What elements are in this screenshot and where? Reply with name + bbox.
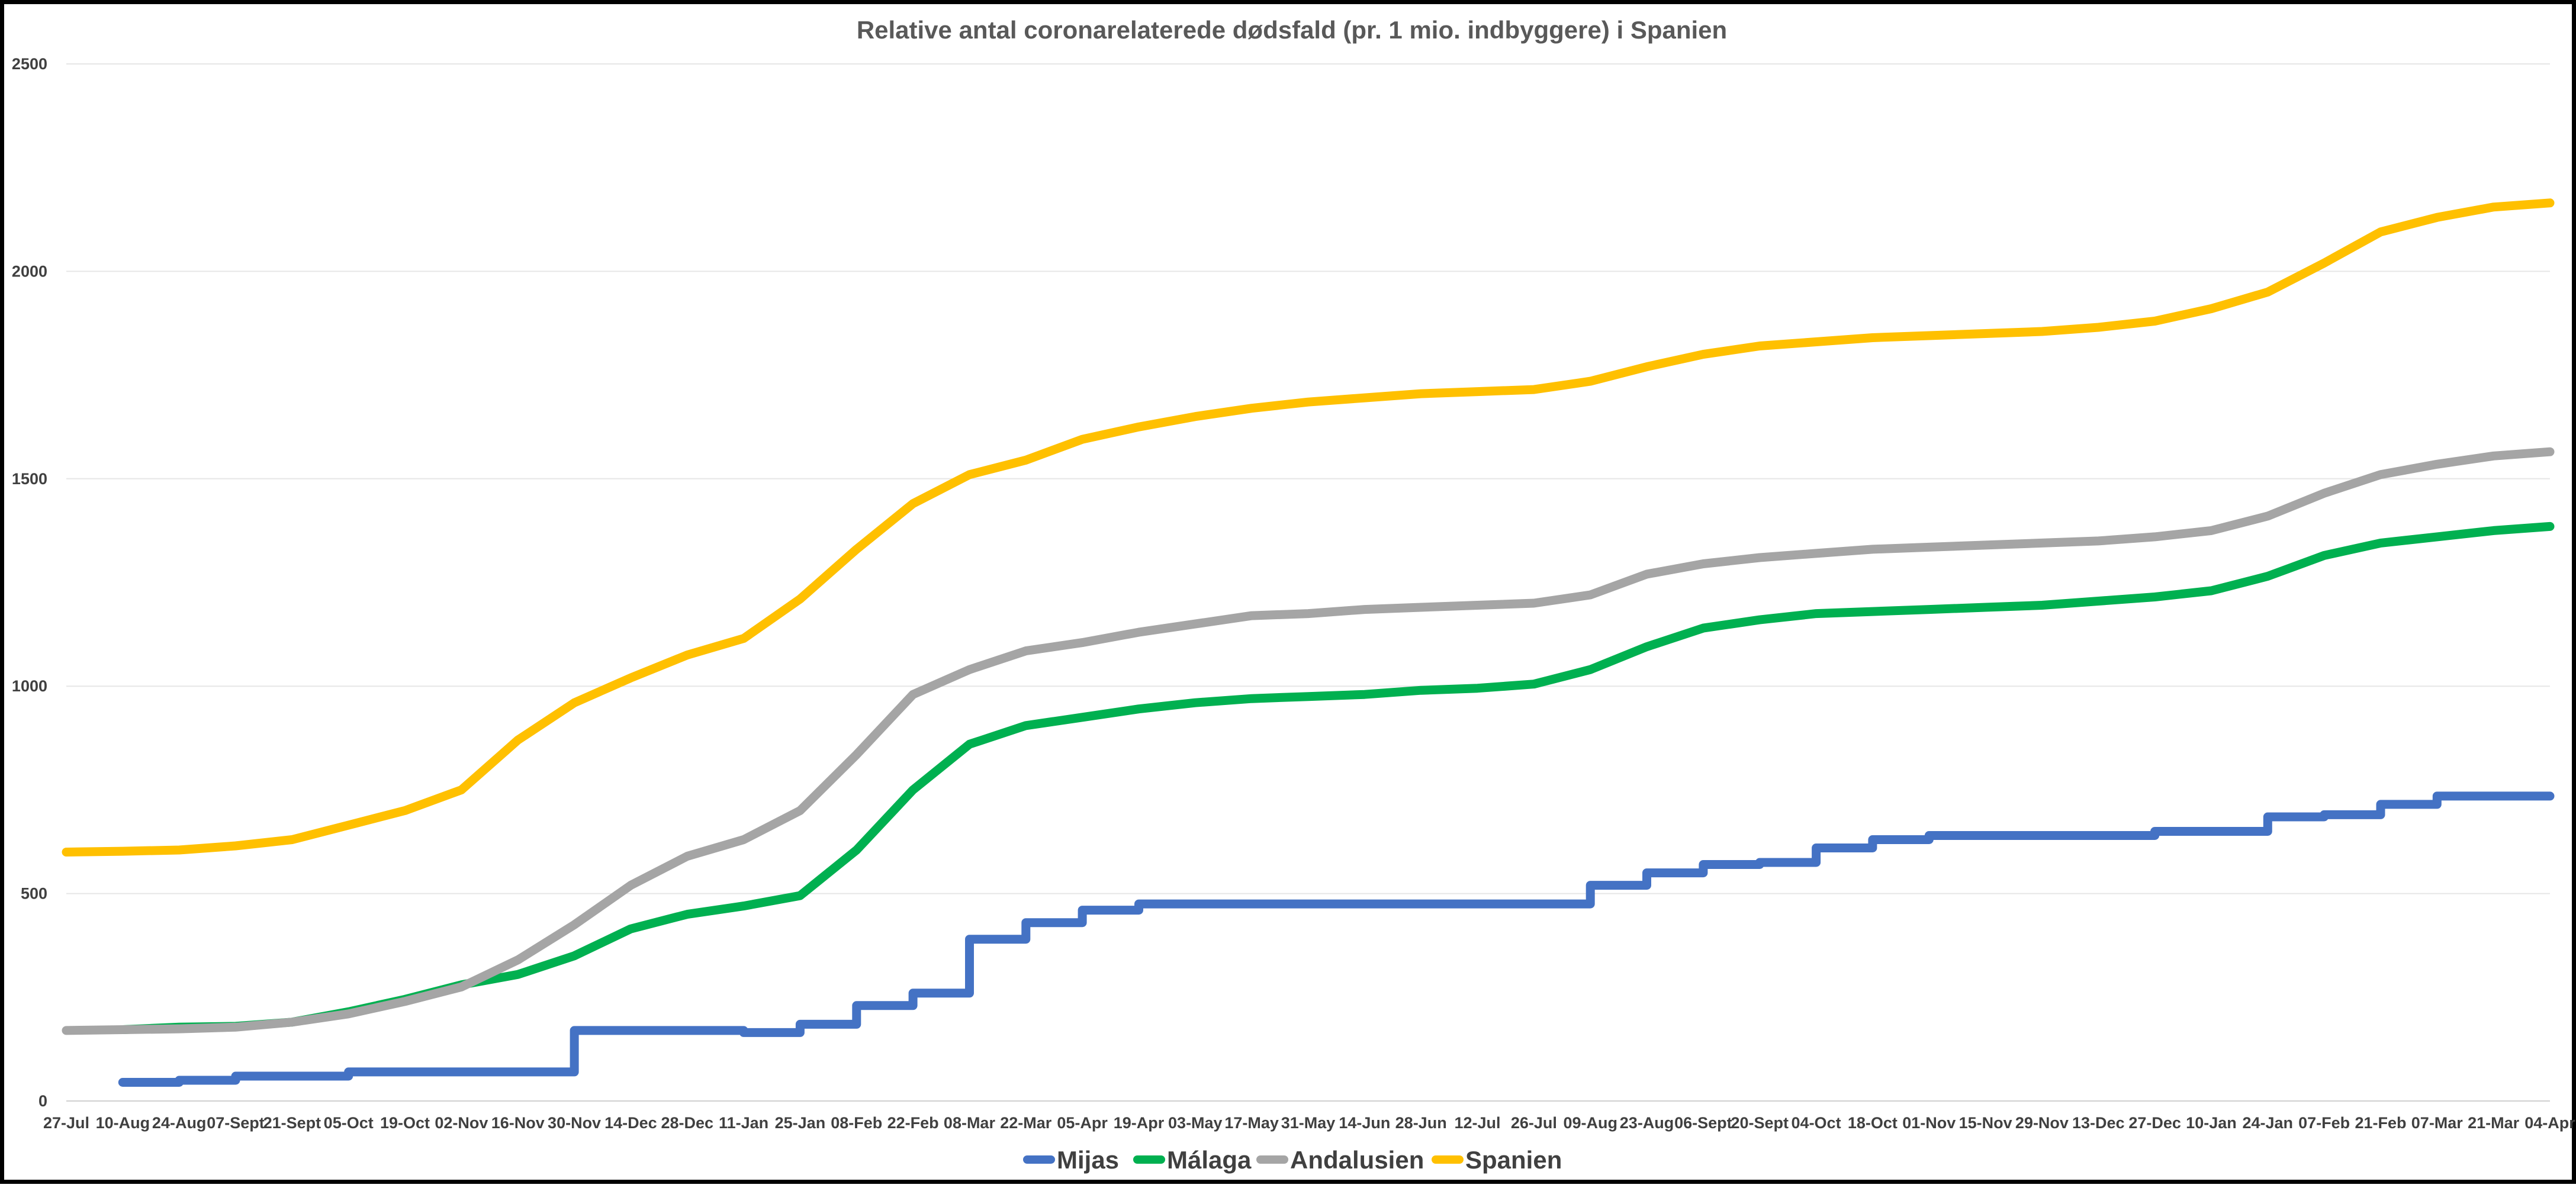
x-tick-label: 26-Jul (1511, 1114, 1557, 1132)
x-tick-label: 09-Aug (1563, 1114, 1617, 1132)
series-line-málaga (118, 521, 2555, 1034)
y-tick-label: 0 (38, 1092, 47, 1110)
y-axis-tick-labels: 0 500 1000 1500 2000 2500 (12, 55, 47, 1110)
y-tick-label: 500 (21, 885, 47, 903)
x-tick-label: 10-Jan (2186, 1114, 2237, 1132)
x-tick-label: 01-Nov (1902, 1114, 1956, 1132)
x-tick-label: 14-Jun (1339, 1114, 1390, 1132)
x-tick-label: 22-Feb (887, 1114, 939, 1132)
x-tick-label: 17-May (1224, 1114, 1279, 1132)
gridlines (66, 63, 2550, 1102)
series-line-andalusien (62, 447, 2555, 1035)
x-tick-label: 07-Sept (207, 1114, 265, 1132)
series-line-spanien (62, 198, 2555, 857)
series-lines (62, 198, 2555, 1087)
x-tick-label: 12-Jul (1454, 1114, 1500, 1132)
x-tick-label: 31-May (1281, 1114, 1336, 1132)
x-tick-label: 05-Oct (324, 1114, 374, 1132)
line-chart: Relative antal coronarelaterede dødsfald… (12, 16, 2575, 1174)
x-tick-label: 15-Nov (1959, 1114, 2012, 1132)
y-tick-label: 1500 (12, 470, 47, 488)
x-tick-label: 16-Nov (491, 1114, 545, 1132)
x-tick-label: 05-Apr (1057, 1114, 1108, 1132)
x-tick-label: 23-Aug (1620, 1114, 1674, 1132)
chart-title: Relative antal coronarelaterede dødsfald… (857, 16, 1727, 44)
legend-label-andalusien: Andalusien (1290, 1146, 1424, 1174)
x-tick-label: 27-Jul (43, 1114, 89, 1132)
x-tick-label: 14-Dec (604, 1114, 657, 1132)
y-tick-label: 2000 (12, 262, 47, 280)
legend-label-málaga: Málaga (1167, 1146, 1252, 1174)
x-tick-label: 21-Mar (2468, 1114, 2520, 1132)
x-tick-label: 18-Oct (1848, 1114, 1898, 1132)
x-tick-label: 28-Dec (661, 1114, 713, 1132)
x-tick-label: 27-Dec (2128, 1114, 2181, 1132)
x-tick-label: 29-Nov (2015, 1114, 2069, 1132)
y-tick-label: 1000 (12, 677, 47, 695)
x-tick-label: 19-Oct (380, 1114, 430, 1132)
x-tick-label: 04-Oct (1792, 1114, 1841, 1132)
x-tick-label: 25-Jan (775, 1114, 826, 1132)
x-tick-label: 08-Mar (944, 1114, 996, 1132)
series-line-mijas (118, 791, 2555, 1087)
x-tick-label: 13-Dec (2072, 1114, 2125, 1132)
x-tick-label: 02-Nov (435, 1114, 488, 1132)
legend-label-mijas: Mijas (1057, 1146, 1119, 1174)
x-tick-label: 20-Sept (1731, 1114, 1789, 1132)
x-tick-label: 10-Aug (96, 1114, 150, 1132)
x-tick-label: 08-Feb (831, 1114, 882, 1132)
x-tick-label: 04-Apr (2524, 1114, 2575, 1132)
y-tick-label: 2500 (12, 55, 47, 73)
x-tick-label: 07-Mar (2411, 1114, 2464, 1132)
x-tick-label: 21-Feb (2355, 1114, 2406, 1132)
x-tick-label: 22-Mar (1000, 1114, 1052, 1132)
legend-label-spanien: Spanien (1465, 1146, 1562, 1174)
x-tick-label: 06-Sept (1674, 1114, 1732, 1132)
x-tick-label: 24-Aug (152, 1114, 207, 1132)
x-tick-label: 03-May (1168, 1114, 1223, 1132)
x-tick-label: 28-Jun (1395, 1114, 1447, 1132)
x-tick-label: 24-Jan (2243, 1114, 2294, 1132)
x-tick-label: 19-Apr (1114, 1114, 1165, 1132)
x-tick-label: 11-Jan (719, 1114, 768, 1132)
x-tick-label: 07-Feb (2298, 1114, 2350, 1132)
x-tick-label: 21-Sept (263, 1114, 321, 1132)
x-tick-label: 30-Nov (548, 1114, 601, 1132)
legend: Mijas Málaga Andalusien Spanien (1023, 1146, 1562, 1174)
